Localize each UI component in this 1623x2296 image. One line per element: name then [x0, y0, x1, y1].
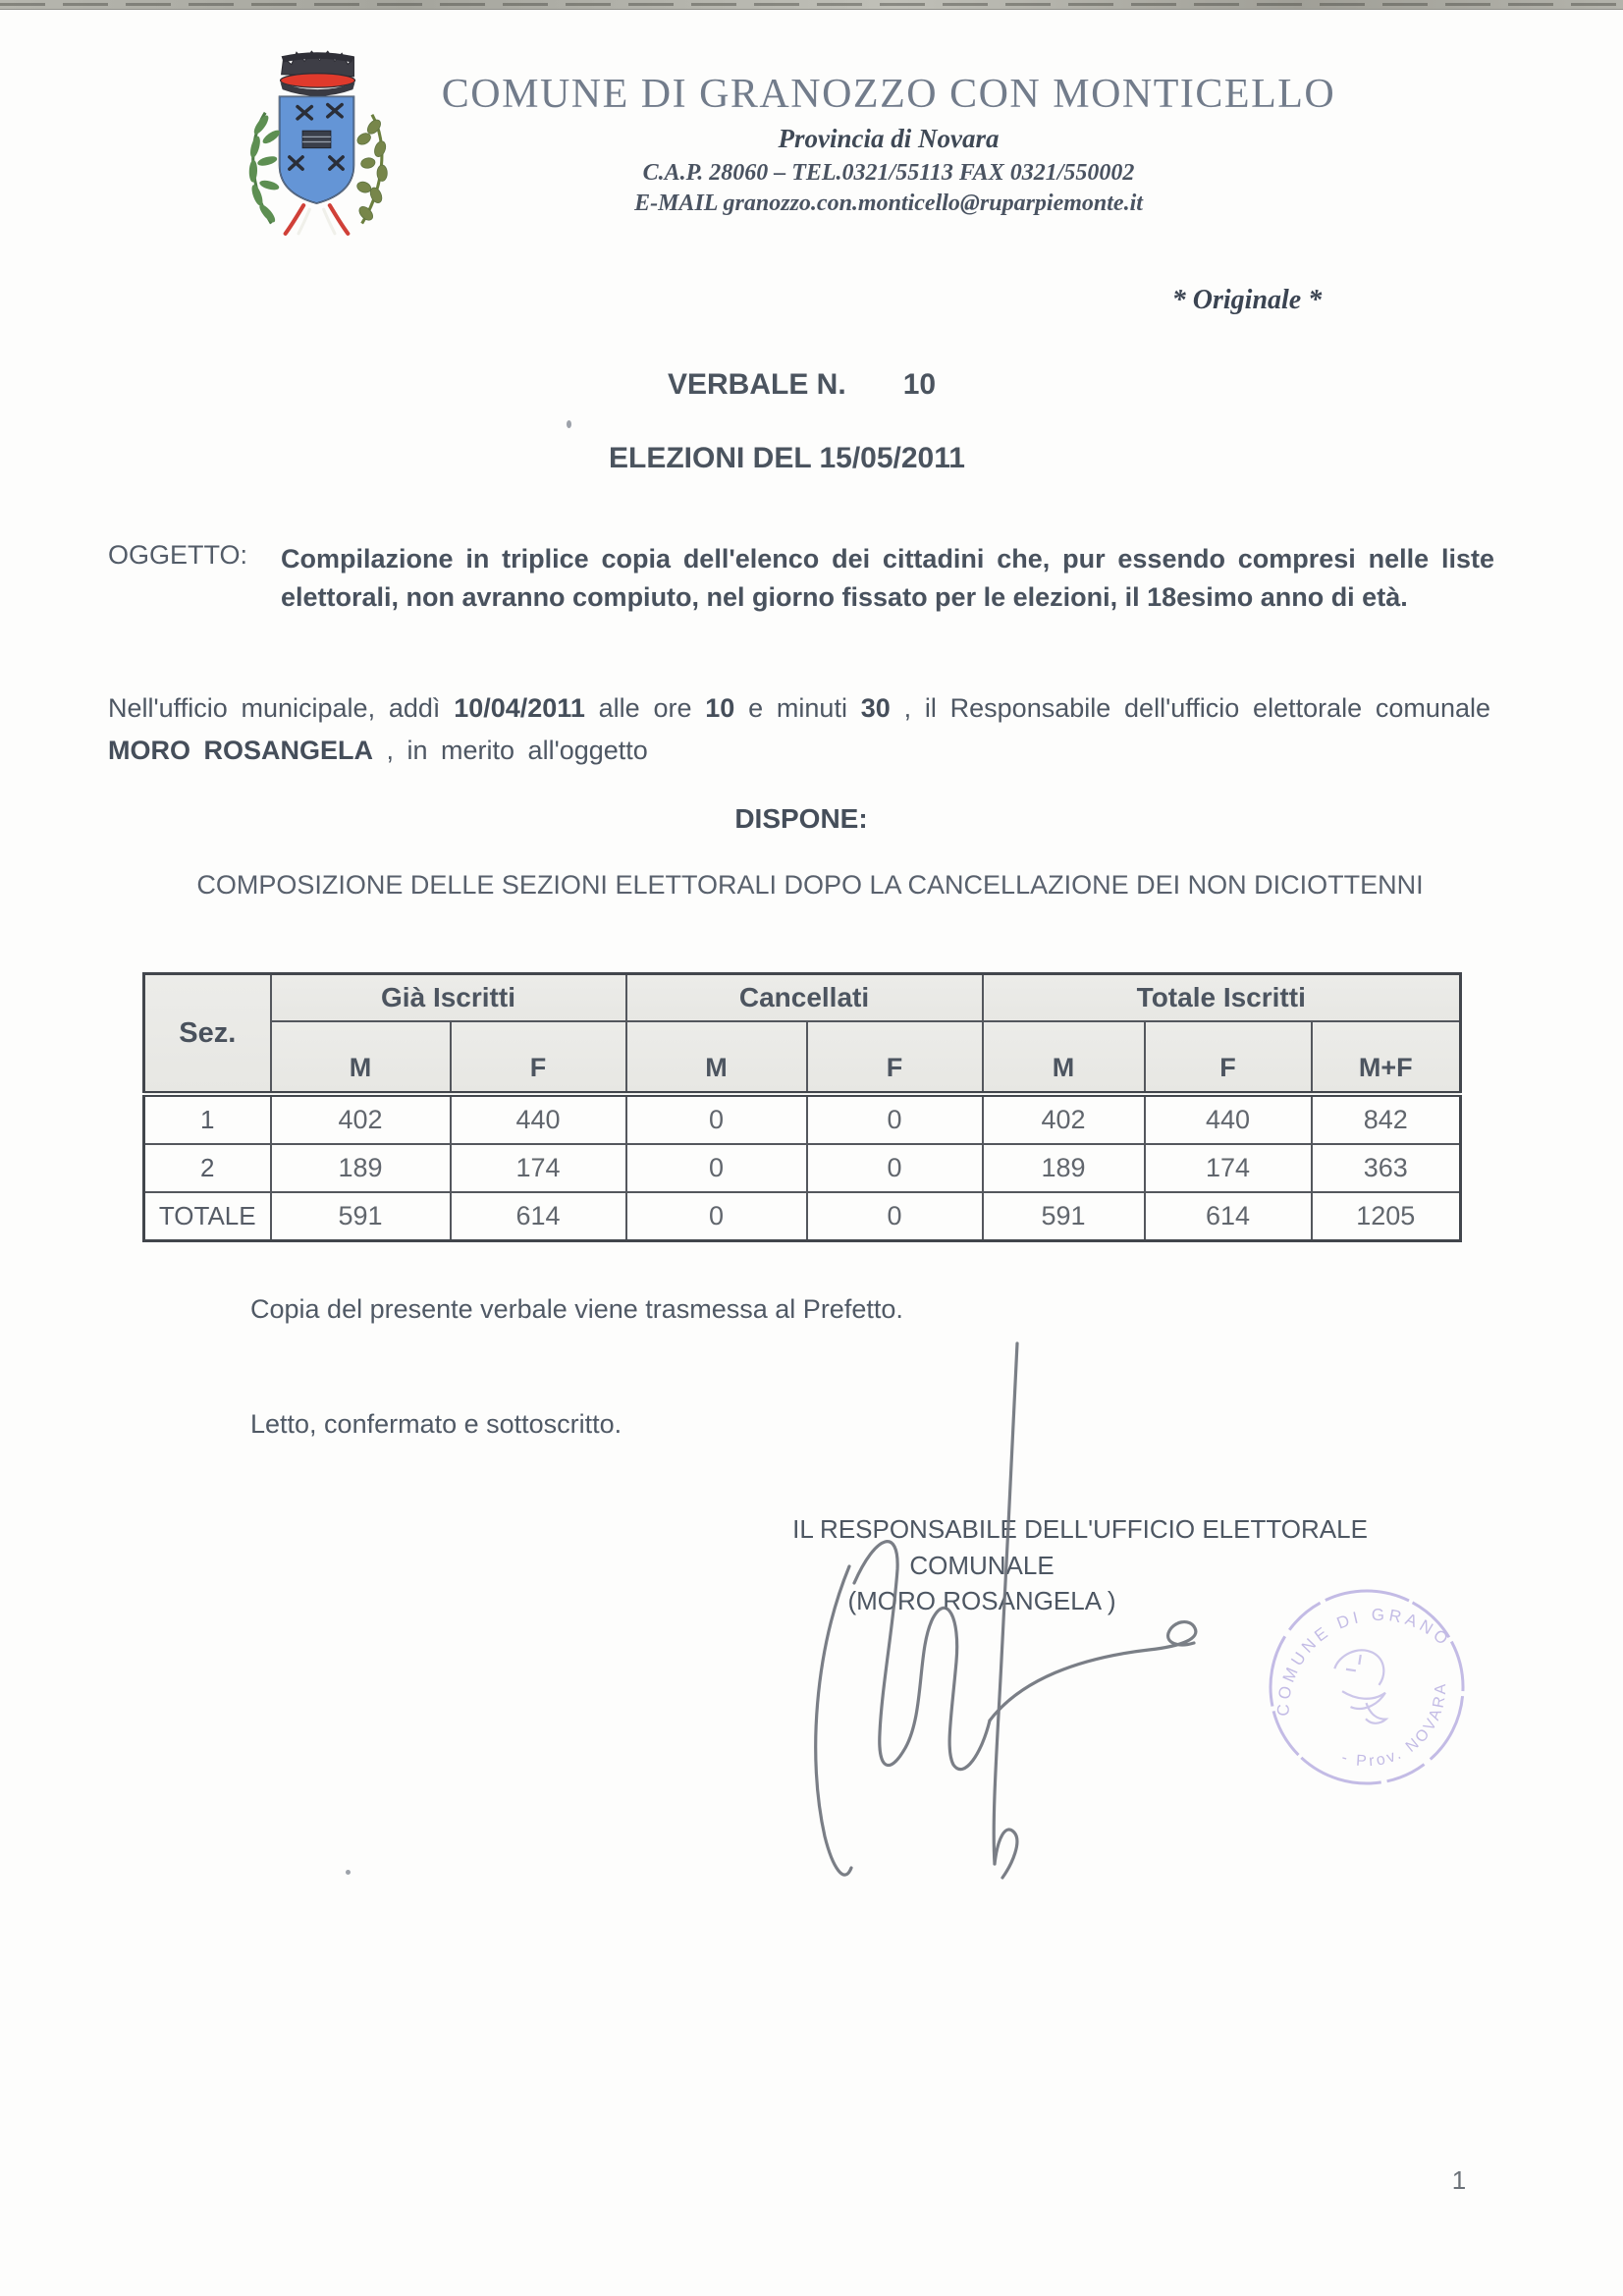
value-cell: 614: [1143, 1191, 1313, 1242]
scan-edge-dashes: [0, 3, 1623, 6]
value-cell: 440: [449, 1091, 627, 1145]
email-line: E-MAIL granozzo.con.monticello@ruparpiem…: [634, 191, 1143, 216]
value-cell: 0: [805, 1091, 984, 1145]
intro-text: Nell'ufficio municipale, addì: [108, 693, 455, 723]
value-cell: 174: [1143, 1143, 1313, 1193]
original-mark: * Originale *: [1171, 285, 1323, 315]
col-header-m: M: [624, 1020, 808, 1097]
col-group-gia-iscritti: Già Iscritti: [269, 972, 627, 1022]
value-cell: 402: [269, 1091, 452, 1145]
table-row: 1 402 440 0 0 402 440 842: [142, 1091, 1462, 1145]
commune-title: COMUNE DI GRANOZZO CON MONTICELLO: [441, 72, 1336, 117]
intro-paragraph: Nell'ufficio municipale, addì 10/04/2011…: [108, 687, 1490, 772]
value-cell: 0: [805, 1143, 984, 1193]
value-cell: 0: [624, 1143, 808, 1193]
responsible-role-line1: IL RESPONSABILE DELL'UFFICIO ELETTORALE: [792, 1514, 1368, 1544]
intro-text: alle ore: [584, 693, 706, 723]
row-label: 1: [142, 1091, 272, 1145]
scan-artifact-dot: [567, 420, 571, 428]
value-cell: 0: [624, 1191, 808, 1242]
value-cell: 0: [805, 1191, 984, 1242]
round-municipal-stamp-icon: COMUNE DI GRANOZZO - Prov. NOVARA -: [1249, 1569, 1475, 1805]
table-row: TOTALE 591 614 0 0 591 614 1205: [142, 1191, 1462, 1242]
letto-line: Letto, confermato e sottoscritto.: [250, 1409, 622, 1439]
value-cell: 189: [981, 1143, 1146, 1193]
oggetto-block: OGGETTO: Compilazione in triplice copia …: [108, 540, 1494, 617]
verbale-label: VERBALE N.: [668, 368, 846, 401]
dispone-heading: DISPONE:: [734, 803, 868, 834]
intro-text: e minuti: [734, 693, 861, 723]
intro-bold-value: 30: [860, 693, 891, 723]
value-cell: 174: [449, 1143, 627, 1193]
sections-table: Sez. Già Iscritti Cancellati Totale Iscr…: [142, 972, 1463, 1242]
intro-bold-value: MORO ROSANGELA: [108, 736, 374, 765]
composizione-heading: COMPOSIZIONE DELLE SEZIONI ELETTORALI DO…: [196, 870, 1424, 900]
table-row: 2 189 174 0 0 189 174 363: [142, 1143, 1462, 1193]
oggetto-label: OGGETTO:: [108, 540, 248, 570]
intro-bold-value: 10/04/2011: [454, 693, 585, 723]
col-group-cancellati: Cancellati: [624, 972, 984, 1022]
row-label: TOTALE: [142, 1191, 272, 1242]
value-cell: 189: [269, 1143, 452, 1193]
value-cell: 440: [1143, 1091, 1313, 1145]
value-cell: 591: [269, 1191, 452, 1242]
intro-bold-value: 10: [705, 693, 735, 723]
col-header-mf: M+F: [1310, 1020, 1462, 1097]
col-header-sez: Sez.: [142, 972, 272, 1095]
page-number: 1: [1451, 2165, 1467, 2195]
verbale-heading: VERBALE N. 10: [668, 368, 936, 402]
col-header-f: F: [805, 1020, 984, 1097]
scan-edge-band: [0, 0, 1623, 10]
value-cell: 614: [449, 1191, 627, 1242]
col-header-f: F: [1143, 1020, 1313, 1097]
col-header-m: M: [269, 1020, 452, 1097]
col-header-f: F: [449, 1020, 627, 1097]
col-header-m: M: [981, 1020, 1146, 1097]
contact-line: C.A.P. 28060 – TEL.0321/55113 FAX 0321/5…: [642, 160, 1135, 186]
table-subheader-row: M F M F M F M+F: [144, 1020, 1462, 1097]
responsible-role-line2: COMUNALE: [909, 1551, 1055, 1580]
row-label: 2: [142, 1143, 272, 1193]
intro-text: , in merito all'oggetto: [373, 736, 648, 765]
col-group-totale-iscritti: Totale Iscritti: [981, 972, 1462, 1022]
value-cell: 842: [1310, 1091, 1462, 1145]
scan-artifact-dot: [346, 1870, 351, 1875]
election-title: ELEZIONI DEL 15/05/2011: [609, 442, 965, 474]
copia-line: Copia del presente verbale viene trasmes…: [250, 1294, 903, 1324]
value-cell: 402: [981, 1091, 1146, 1145]
table-group-header-row: Sez. Già Iscritti Cancellati Totale Iscr…: [142, 972, 1462, 1095]
province-subtitle: Provincia di Novara: [778, 124, 1000, 153]
value-cell: 591: [981, 1191, 1146, 1242]
intro-text: , il Responsabile dell'ufficio elettoral…: [890, 693, 1490, 723]
value-cell: 363: [1310, 1143, 1462, 1193]
sections-table-body: 1 402 440 0 0 402 440 842 2 189 174 0 0 189 174 363 TOTA…: [142, 1091, 1462, 1242]
oggetto-text: Compilazione in triplice copia dell'elen…: [281, 544, 1494, 612]
verbale-number: 10: [902, 368, 937, 401]
value-cell: 0: [624, 1091, 808, 1145]
value-cell: 1205: [1310, 1191, 1462, 1242]
handwritten-signature-icon: [814, 1341, 1198, 1880]
municipal-coat-of-arms-icon: [248, 50, 388, 236]
